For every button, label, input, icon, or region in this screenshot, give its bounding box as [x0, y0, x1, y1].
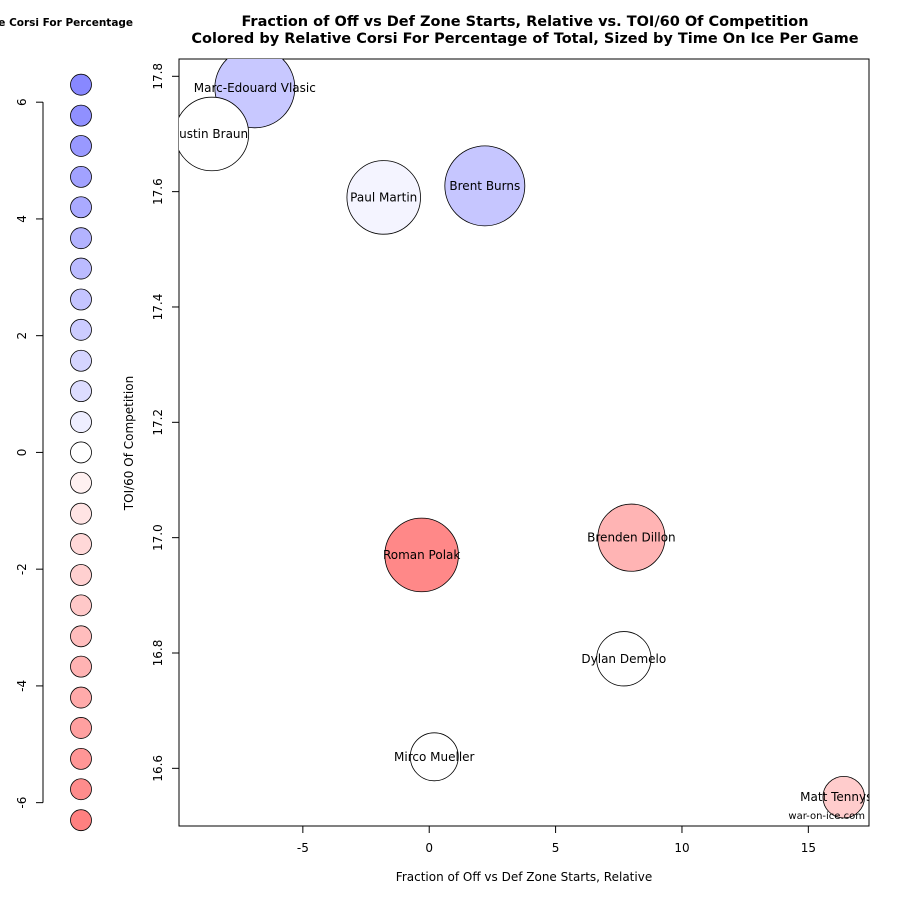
legend-swatch [70, 502, 92, 525]
x-tick-label: 0 [425, 841, 433, 855]
x-tick-label: -5 [297, 841, 309, 855]
bubble-labels: Marc-Edouard Vlasic Justin Braun Paul Mart… [175, 81, 887, 804]
legend-swatch [70, 686, 92, 709]
legend-swatch [70, 73, 92, 96]
legend-swatch [70, 135, 92, 157]
legend-swatch [70, 564, 92, 586]
bubble-point [444, 145, 526, 227]
bubble-label: Dylan Demelo [581, 652, 666, 666]
legend-swatch [70, 594, 92, 617]
legend-tick-label: 4 [15, 215, 29, 223]
x-tick-label: 5 [552, 841, 560, 855]
bubble-label: Justin Braun [175, 127, 249, 141]
chart-subtitle: Colored by Relative Corsi For Percentage… [191, 31, 858, 47]
legend-tick-label: -6 [15, 797, 29, 809]
x-tick-label: 15 [801, 841, 816, 855]
legend-swatch [70, 166, 92, 188]
bubble-point [179, 96, 250, 172]
legend-swatch [70, 288, 92, 311]
legend-swatch [70, 318, 92, 341]
legend-swatch [70, 533, 92, 555]
legend-swatch [70, 717, 92, 739]
bubble-point [384, 517, 459, 593]
legend-title: Relative Corsi For Percentage [0, 17, 133, 29]
bubble-label: Roman Polak [383, 548, 460, 562]
y-axis-label: TOI/60 Of Competition [122, 376, 136, 511]
bubble-point [346, 160, 421, 235]
x-axis: -5 0 5 10 15 [297, 826, 816, 855]
legend-swatch [70, 380, 92, 403]
legend-swatch [70, 471, 92, 494]
x-tick-label: 10 [674, 841, 689, 855]
legend-tick-label: 2 [15, 332, 29, 340]
bubble-label: Marc-Edouard Vlasic [194, 81, 316, 95]
legend-tick-label: -4 [15, 680, 29, 692]
y-tick-label: 16.6 [151, 755, 165, 782]
legend-swatch [70, 747, 92, 770]
bubble-point [597, 503, 666, 572]
y-tick-label: 17.8 [151, 63, 165, 90]
legend-swatch [70, 257, 92, 280]
source-label: war-on-ice.com [788, 811, 865, 822]
legend-swatch [70, 227, 92, 250]
legend-axis: -6 -4 -2 0 2 4 6 [15, 98, 44, 809]
bubbles [179, 59, 865, 819]
legend-swatch [70, 441, 92, 464]
bubble-point [822, 775, 865, 819]
legend-tick-label: -2 [15, 563, 29, 575]
y-tick-label: 17.2 [151, 409, 165, 436]
legend-swatch [70, 655, 92, 678]
legend-swatch [70, 411, 92, 433]
bubble-label: Brenden Dillon [587, 531, 676, 545]
bubble-point [409, 732, 459, 782]
bubble-label: Paul Martin [350, 190, 417, 204]
bubble-label: Mirco Mueller [394, 750, 475, 764]
chart-title: Fraction of Off vs Def Zone Starts, Rela… [241, 14, 808, 30]
legend-swatches [70, 73, 92, 832]
legend-swatch [70, 349, 92, 372]
bubble-point [596, 631, 652, 687]
y-tick-label: 17.4 [151, 294, 165, 321]
legend-swatch [70, 196, 92, 219]
x-axis-label: Fraction of Off vs Def Zone Starts, Rela… [396, 870, 652, 884]
legend-swatch [70, 778, 92, 801]
legend-swatch [70, 625, 92, 648]
plot-frame [178, 58, 870, 827]
y-tick-label: 17.6 [151, 178, 165, 205]
legend-tick-label: 6 [15, 98, 29, 106]
bubble-label: Matt Tennyson [800, 790, 887, 804]
y-axis: 16.6 16.8 17.0 17.2 17.4 17.6 17.8 [151, 63, 179, 782]
y-tick-label: 17.0 [151, 524, 165, 551]
legend-swatch [70, 809, 92, 832]
bubble-label: Brent Burns [449, 179, 520, 193]
legend-swatch [70, 104, 92, 127]
legend-tick-label: 0 [15, 449, 29, 457]
y-tick-label: 16.8 [151, 640, 165, 667]
